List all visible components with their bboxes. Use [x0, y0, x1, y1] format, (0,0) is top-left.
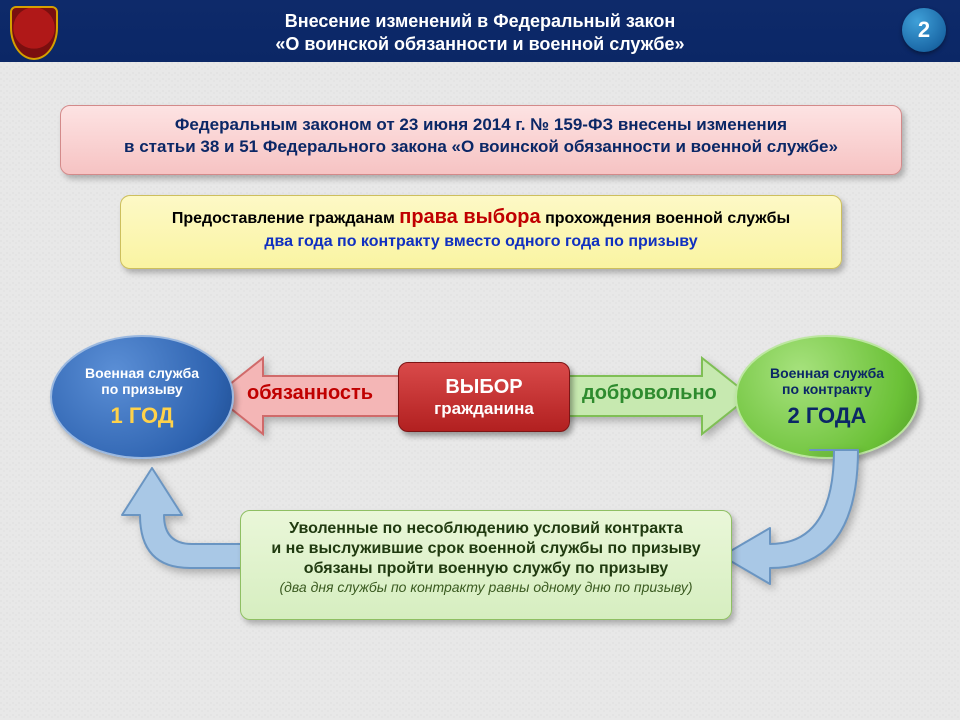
- intro-line1: Федеральным законом от 23 июня 2014 г. №…: [61, 114, 901, 136]
- choice-line1: Предоставление гражданам права выбора пр…: [121, 204, 841, 231]
- bottom-l3: обязаны пройти военную службу по призыву: [241, 559, 731, 579]
- bottom-box: Уволенные по несоблюдению условий контра…: [240, 510, 732, 620]
- right-ellipse-l1a: Военная служба: [770, 365, 884, 381]
- right-ellipse-l1b: по контракту: [782, 381, 872, 397]
- choice-suffix: прохождения военной службы: [541, 210, 791, 227]
- intro-line2: в статьи 38 и 51 Федерального закона «О …: [61, 136, 901, 158]
- choice-prefix: Предоставление гражданам: [172, 210, 399, 227]
- left-ellipse-l2: 1 ГОД: [110, 403, 173, 429]
- page-number-badge: 2: [902, 8, 946, 52]
- bottom-l4: (два дня службы по контракту равны одном…: [241, 579, 731, 597]
- center-tag: ВЫБОР гражданина: [398, 362, 570, 432]
- choice-emph: права выбора: [399, 206, 540, 228]
- left-ellipse-l1a: Военная служба: [85, 365, 199, 381]
- choice-line2: два года по контракту вместо одного года…: [121, 231, 841, 253]
- center-tag-l2: гражданина: [434, 399, 534, 419]
- right-arrow-label: добровольно: [582, 382, 717, 405]
- center-tag-l1: ВЫБОР: [445, 376, 522, 399]
- header-bar: Внесение изменений в Федеральный закон «…: [0, 0, 960, 62]
- header-title-line1: Внесение изменений в Федеральный закон: [0, 0, 960, 33]
- bottom-l2: и не выслужившие срок военной службы по …: [241, 539, 731, 559]
- choice-box: Предоставление гражданам права выбора пр…: [120, 195, 842, 269]
- left-arrow-label: обязанность: [247, 382, 373, 405]
- header-title-line2: «О воинской обязанности и военной службе…: [0, 33, 960, 56]
- bottom-l1: Уволенные по несоблюдению условий контра…: [241, 519, 731, 539]
- left-ellipse-l1b: по призыву: [101, 381, 182, 397]
- intro-box: Федеральным законом от 23 июня 2014 г. №…: [60, 105, 902, 175]
- right-ellipse-l2: 2 ГОДА: [788, 403, 867, 429]
